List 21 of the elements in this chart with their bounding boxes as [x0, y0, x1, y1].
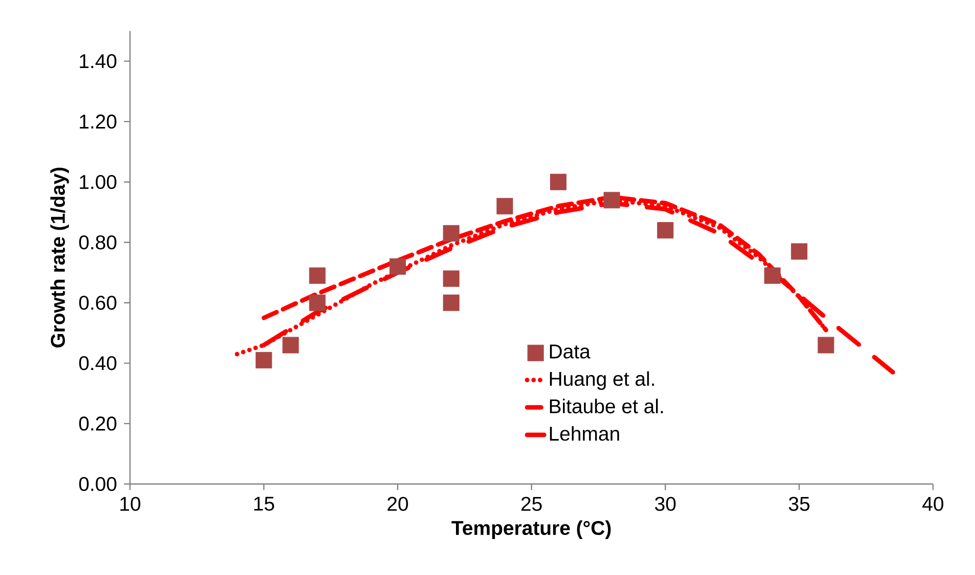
- y-tick-label: 0.40: [79, 356, 116, 370]
- legend-label: Huang et al.: [550, 371, 654, 390]
- y-tick-label: 0.60: [79, 296, 116, 310]
- x-tick-label: 10: [120, 496, 140, 511]
- x-tick-label: 20: [388, 496, 408, 511]
- x-tick-label: 40: [922, 496, 944, 511]
- legend-label: Data: [550, 344, 590, 359]
- legend-label: Lehman: [550, 426, 620, 441]
- y-tick-label: 1.00: [80, 174, 116, 190]
- x-tick-label: 25: [521, 496, 542, 511]
- y-axis-title: Growth rate (1/day): [50, 168, 69, 348]
- legend-label: Bitaube et al.: [550, 398, 663, 414]
- x-tick-label: 30: [655, 496, 676, 511]
- y-tick-label: 0.00: [79, 476, 116, 492]
- y-tick-label: 0.80: [79, 235, 116, 250]
- y-tick-label: 1.40: [80, 54, 116, 68]
- y-tick-label: 1.20: [80, 114, 116, 129]
- x-tick-label: 35: [788, 496, 810, 511]
- x-tick-label: 15: [254, 496, 274, 511]
- y-tick-label: 0.20: [79, 416, 116, 431]
- x-axis-title: Temperature (°C): [452, 520, 611, 539]
